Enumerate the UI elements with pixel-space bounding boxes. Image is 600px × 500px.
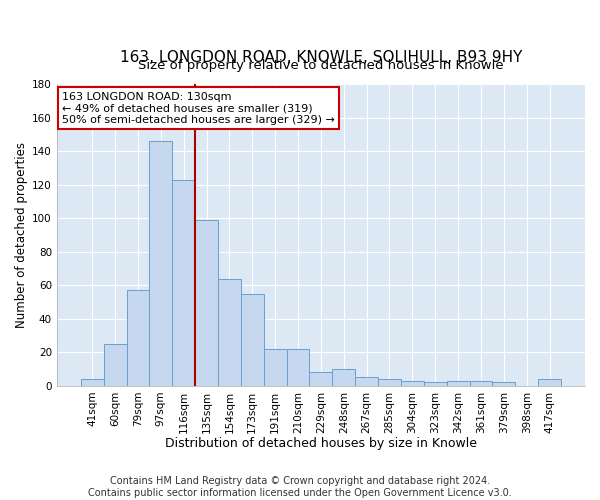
Bar bbox=[149, 141, 172, 386]
Bar bbox=[287, 349, 310, 386]
Bar bbox=[424, 382, 446, 386]
Bar bbox=[195, 220, 218, 386]
Bar bbox=[172, 180, 195, 386]
Bar bbox=[218, 278, 241, 386]
Bar bbox=[493, 382, 515, 386]
Bar bbox=[401, 381, 424, 386]
Text: 163 LONGDON ROAD: 130sqm
← 49% of detached houses are smaller (319)
50% of semi-: 163 LONGDON ROAD: 130sqm ← 49% of detach… bbox=[62, 92, 335, 125]
Bar bbox=[332, 369, 355, 386]
Text: Size of property relative to detached houses in Knowle: Size of property relative to detached ho… bbox=[138, 59, 504, 72]
Bar bbox=[81, 379, 104, 386]
Y-axis label: Number of detached properties: Number of detached properties bbox=[15, 142, 28, 328]
Bar bbox=[310, 372, 332, 386]
Bar bbox=[241, 294, 264, 386]
Bar bbox=[127, 290, 149, 386]
Bar bbox=[104, 344, 127, 386]
Title: 163, LONGDON ROAD, KNOWLE, SOLIHULL, B93 9HY: 163, LONGDON ROAD, KNOWLE, SOLIHULL, B93… bbox=[120, 50, 522, 65]
Bar bbox=[378, 379, 401, 386]
Bar bbox=[470, 381, 493, 386]
Bar bbox=[264, 349, 287, 386]
Bar bbox=[446, 381, 470, 386]
X-axis label: Distribution of detached houses by size in Knowle: Distribution of detached houses by size … bbox=[165, 437, 477, 450]
Bar bbox=[355, 378, 378, 386]
Bar bbox=[538, 379, 561, 386]
Text: Contains HM Land Registry data © Crown copyright and database right 2024.
Contai: Contains HM Land Registry data © Crown c… bbox=[88, 476, 512, 498]
